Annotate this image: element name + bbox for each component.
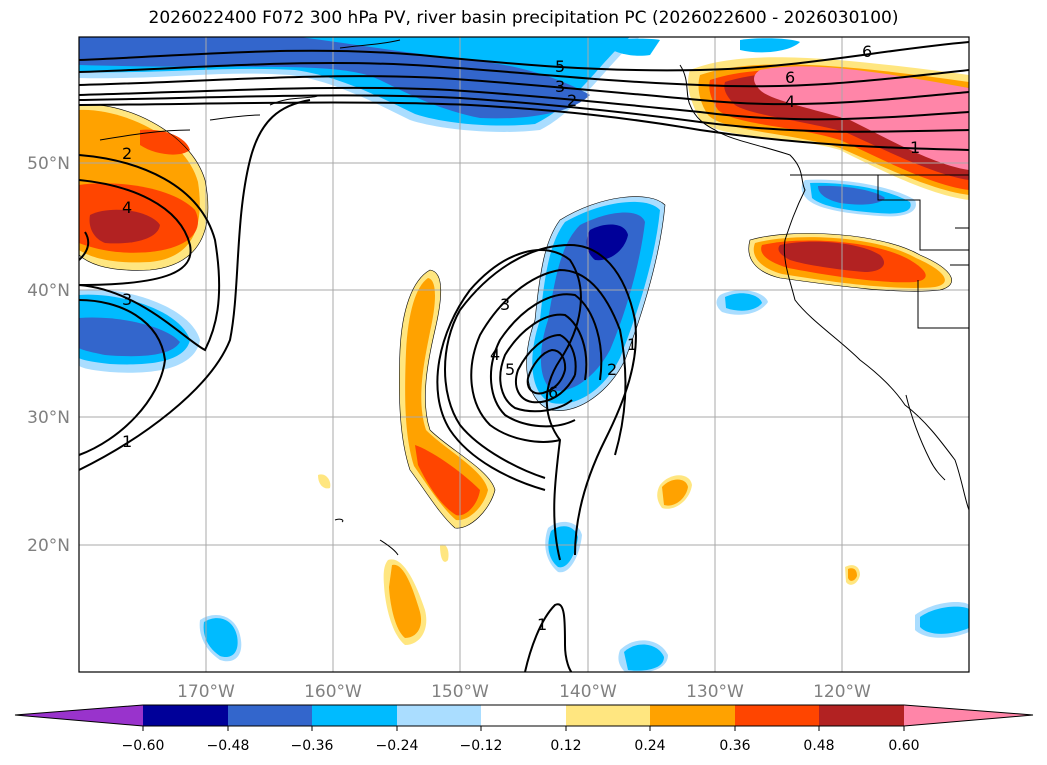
colorbar: −0.60 −0.48 −0.36 −0.24 −0.12 0.12 0.24 … — [14, 704, 1034, 754]
contour-label: 1 — [627, 335, 637, 354]
lat-label: 20°N — [27, 536, 70, 556]
contour-label: 6 — [548, 383, 558, 402]
colorbar-extend-left — [15, 705, 143, 726]
contour-label: 3 — [555, 77, 565, 96]
lat-label: 40°N — [27, 281, 70, 301]
lon-label: 140°W — [559, 682, 617, 702]
contour-labels: 6 5 3 2 6 4 1 2 4 3 1 3 4 5 6 2 1 1 — [122, 42, 920, 634]
graticule — [79, 37, 969, 672]
colorbar-segment — [481, 705, 566, 726]
lon-label: 120°W — [813, 682, 871, 702]
contour-label: 4 — [785, 92, 795, 111]
contour-label: 1 — [537, 615, 547, 634]
colorbar-tick: −0.60 — [122, 738, 165, 754]
colorbar-tick: −0.24 — [376, 738, 419, 754]
colorbar-segment — [819, 705, 904, 726]
contour-label: 6 — [862, 42, 872, 61]
colorbar-tick: 0.36 — [719, 738, 750, 754]
colorbar-segment — [397, 705, 481, 726]
latitude-labels: 50°N 40°N 30°N 20°N — [27, 154, 70, 556]
map-frame — [78, 36, 970, 673]
colorbar-tick: 0.48 — [803, 738, 834, 754]
colorbar-segment — [650, 705, 735, 726]
colorbar-tick: −0.36 — [291, 738, 334, 754]
contour-label: 3 — [122, 290, 132, 309]
colorbar-tick: −0.12 — [460, 738, 503, 754]
contour-label: 2 — [567, 91, 577, 110]
contour-label: 4 — [122, 198, 132, 217]
contour-label: 6 — [785, 68, 795, 87]
shaded-fields — [79, 37, 969, 672]
longitude-labels: 170°W 160°W 150°W 140°W 130°W 120°W — [177, 682, 871, 702]
contour-label: 4 — [490, 345, 500, 364]
contour-label: 2 — [607, 360, 617, 379]
colorbar-segment — [228, 705, 312, 726]
colorbar-segment — [735, 705, 819, 726]
colorbar-tick: 0.60 — [888, 738, 919, 754]
contour-label: 5 — [505, 360, 515, 379]
colorbar-segment — [312, 705, 397, 726]
contour-label: 1 — [910, 138, 920, 157]
colorbar-segment — [143, 705, 228, 726]
colorbar-segment — [566, 705, 650, 726]
colorbar-tick: −0.48 — [207, 738, 250, 754]
colorbar-extend-right — [904, 705, 1033, 726]
contour-label: 2 — [122, 144, 132, 163]
lon-label: 130°W — [686, 682, 744, 702]
lon-label: 150°W — [431, 682, 489, 702]
contour-label: 1 — [122, 432, 132, 451]
lon-label: 160°W — [304, 682, 362, 702]
lon-label: 170°W — [177, 682, 235, 702]
colorbar-tick: 0.12 — [550, 738, 581, 754]
contour-label: 3 — [500, 295, 510, 314]
coastlines — [99, 39, 969, 556]
colorbar-tick: 0.24 — [634, 738, 665, 754]
contour-label: 5 — [555, 57, 565, 76]
map-title: 2026022400 F072 300 hPa PV, river basin … — [148, 8, 899, 28]
lat-label: 50°N — [27, 154, 70, 174]
lat-label: 30°N — [27, 408, 70, 428]
pv-contours — [79, 41, 969, 672]
